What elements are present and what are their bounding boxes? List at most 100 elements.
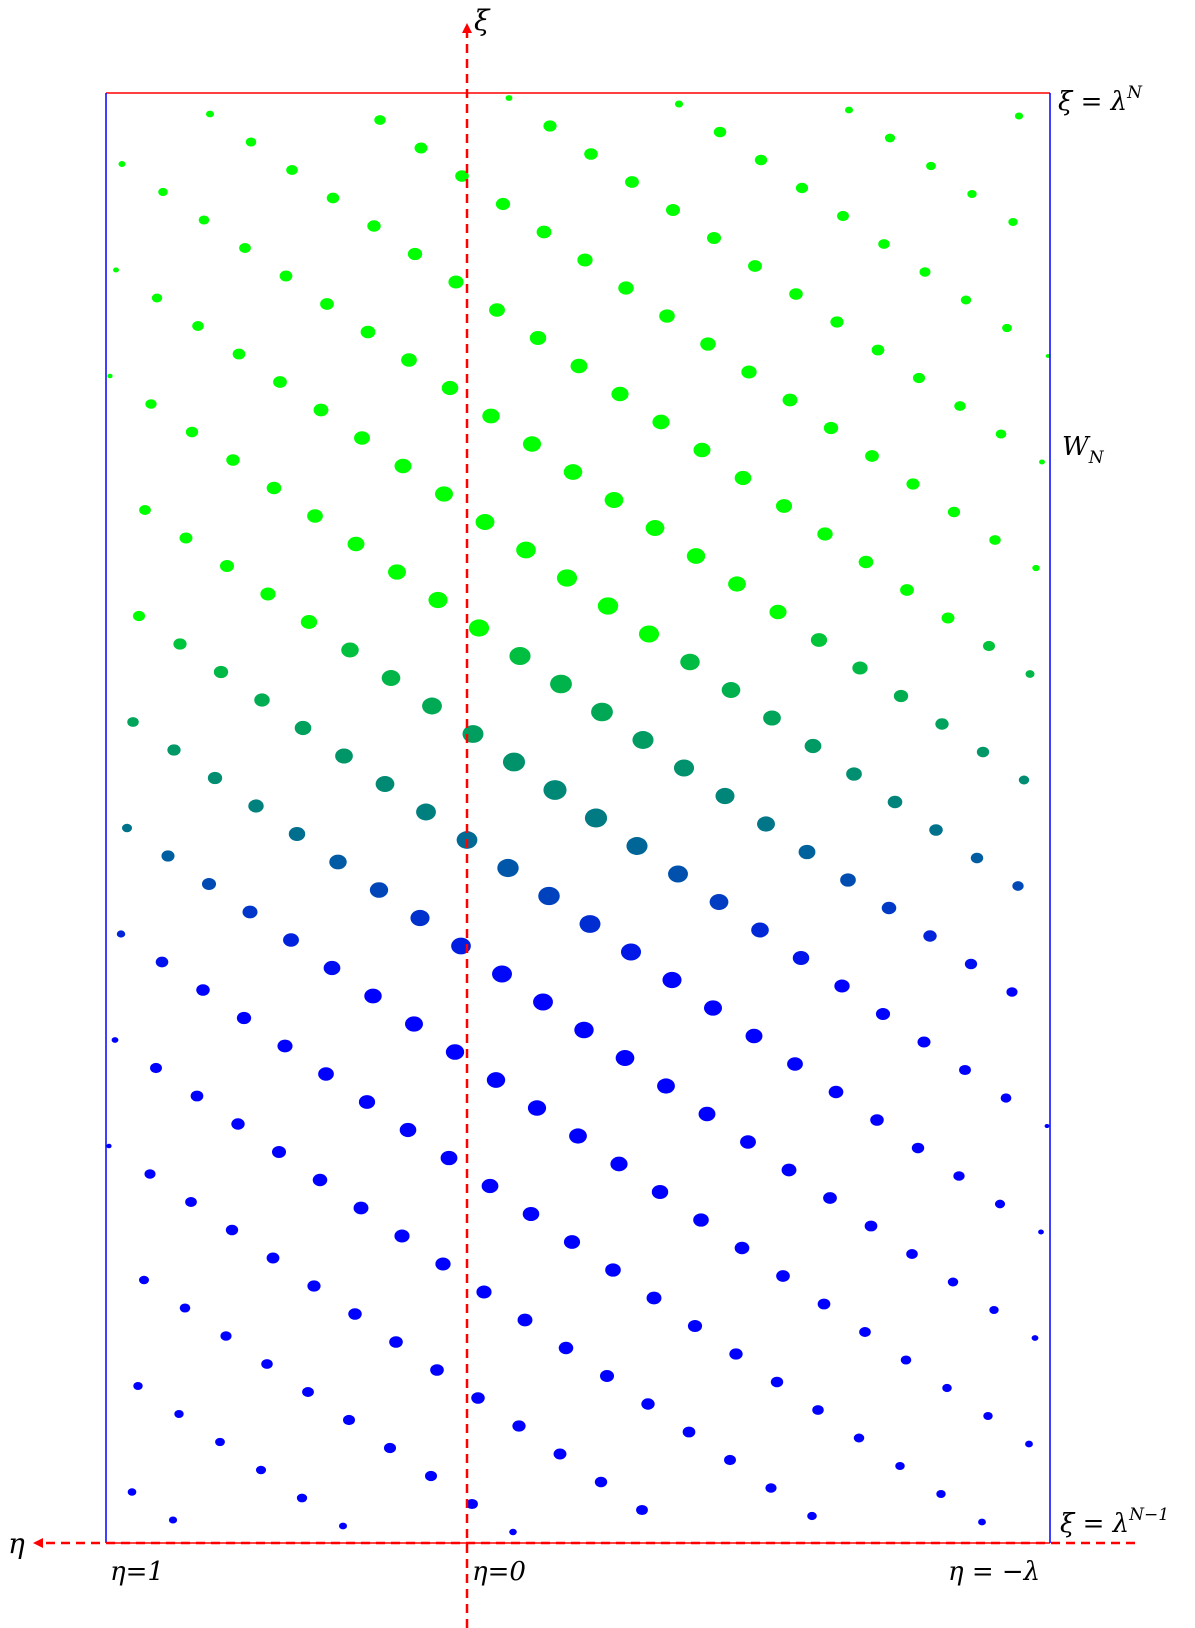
lattice-dot xyxy=(852,661,868,675)
lattice-dot xyxy=(620,943,642,961)
lattice-dot xyxy=(703,1000,723,1016)
lattice-dot xyxy=(481,1178,499,1194)
lattice-dot xyxy=(823,1192,837,1204)
lattice-dot xyxy=(577,253,593,267)
lattice-dot xyxy=(445,1044,465,1060)
lattice-dot xyxy=(283,933,299,947)
lattice-dot xyxy=(651,1185,669,1199)
lattice-dot xyxy=(584,808,608,828)
lattice-dot xyxy=(245,137,257,147)
lattice-dot xyxy=(964,958,978,970)
lattice-dot xyxy=(489,303,505,317)
lattice-dot xyxy=(405,1016,423,1032)
lattice-dot xyxy=(369,882,389,898)
lattice-dot xyxy=(266,481,282,495)
lattice-dot xyxy=(745,1028,763,1044)
lattice-dot xyxy=(591,702,613,722)
lattice-dot xyxy=(563,464,583,480)
lattice-dot xyxy=(657,1078,675,1094)
lattice-dot xyxy=(339,1522,347,1530)
lattice-dot xyxy=(158,187,168,197)
lattice-dot xyxy=(179,532,193,544)
lattice-dot xyxy=(597,597,619,615)
lattice-dot xyxy=(810,633,828,647)
eta-axis-label: η xyxy=(8,1527,25,1560)
lattice-dot xyxy=(516,541,536,559)
lattice-dot xyxy=(994,1199,1006,1209)
lattice-dot xyxy=(853,1433,865,1443)
lattice-dot xyxy=(161,850,175,862)
lattice-dot xyxy=(668,865,688,883)
lattice-dot xyxy=(875,1007,891,1021)
lattice-dot xyxy=(775,499,793,513)
lattice-dot xyxy=(734,470,752,486)
lattice-dot xyxy=(662,971,682,989)
lattice-dot xyxy=(529,330,547,346)
lattice-dot xyxy=(673,759,695,777)
lattice-dot xyxy=(605,1263,621,1277)
lattice-dot xyxy=(219,560,235,572)
lattice-dot xyxy=(468,619,490,637)
lattice-dot xyxy=(645,520,665,536)
lattice-dot xyxy=(1044,1123,1050,1129)
lattice-dot xyxy=(1031,1335,1039,1341)
lattice-dot xyxy=(1014,112,1024,120)
lattice-dot xyxy=(288,827,306,841)
lattice-dot xyxy=(599,1370,615,1382)
lattice-dot xyxy=(789,288,803,300)
lattice-dot xyxy=(625,176,639,188)
lattice-dot xyxy=(754,154,768,166)
lattice-dot xyxy=(787,1057,803,1071)
lattice-dot xyxy=(206,110,214,118)
lattice-dot xyxy=(307,509,323,523)
lattice-dot xyxy=(610,1156,628,1172)
lattice-dot xyxy=(763,710,781,726)
lattice-dot xyxy=(232,348,246,360)
lattice-dot xyxy=(144,1169,156,1179)
lattice-dot xyxy=(335,748,353,764)
lattice-dot xyxy=(978,1518,986,1526)
lattice-dot xyxy=(884,133,896,143)
lattice-dot xyxy=(715,787,735,805)
lattice-dot xyxy=(358,1095,376,1109)
lattice-dot xyxy=(659,309,675,323)
lattice-dot xyxy=(527,1100,547,1116)
lattice-dot xyxy=(900,1355,912,1365)
lattice-dot xyxy=(935,718,949,730)
lattice-dot xyxy=(255,1465,267,1475)
lattice-dot xyxy=(341,642,359,658)
lattice-dot xyxy=(953,1171,965,1181)
lattice-dot xyxy=(312,1173,328,1187)
lattice-dot xyxy=(424,1470,438,1482)
lattice-dot xyxy=(414,142,428,154)
lattice-dot xyxy=(864,1220,878,1232)
lattice-dot xyxy=(687,1319,703,1333)
lattice-dot xyxy=(543,120,557,132)
lattice-dot xyxy=(254,693,270,707)
lattice-dot xyxy=(751,922,769,938)
lattice-dot xyxy=(323,960,341,976)
lattice-dot xyxy=(139,504,151,516)
lattice-dot xyxy=(482,408,500,424)
lattice-dot xyxy=(804,738,822,754)
lattice-dot xyxy=(367,220,381,232)
lattice-dot xyxy=(917,1036,931,1048)
lattice-dot xyxy=(989,1306,999,1314)
lattice-dot xyxy=(724,1454,736,1466)
xi-axis-label: ξ xyxy=(474,4,491,37)
lattice-dot xyxy=(553,1448,567,1460)
lattice-dot xyxy=(422,697,442,715)
lattice-dot xyxy=(296,1493,308,1503)
lattice-dot xyxy=(859,1327,871,1337)
lattice-dot xyxy=(538,886,560,906)
lattice-dot xyxy=(375,776,395,792)
lattice-dot xyxy=(740,1135,756,1149)
eta-neg-lambda-label: η = −λ xyxy=(948,1557,1040,1587)
lattice-dot xyxy=(410,909,430,927)
lattice-dot xyxy=(570,358,588,374)
lattice-dot xyxy=(430,1364,444,1376)
lattice-dot xyxy=(231,1118,245,1130)
lattice-dot xyxy=(574,1021,594,1039)
lattice-dot xyxy=(807,1511,817,1521)
lattice-dot xyxy=(132,610,146,622)
